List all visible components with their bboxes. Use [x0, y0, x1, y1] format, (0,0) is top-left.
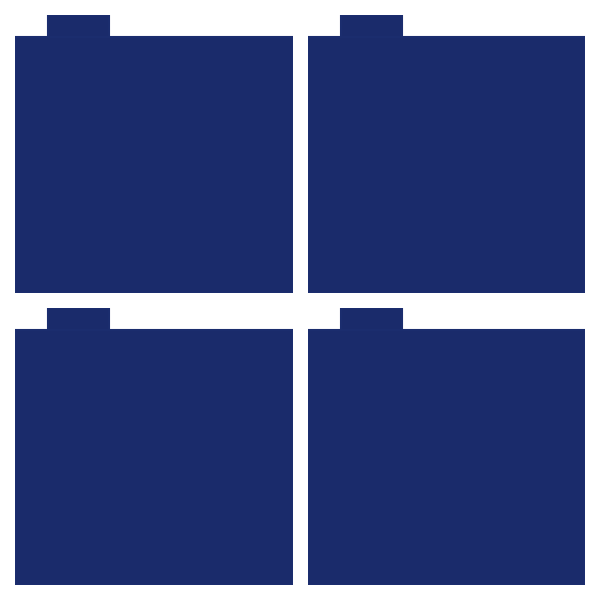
Bar	[48, 307, 109, 329]
Bar	[589, 65, 596, 287]
Bar	[4, 65, 11, 287]
Bar	[4, 358, 11, 580]
Bar	[296, 65, 304, 287]
Bar	[589, 358, 596, 580]
Bar	[341, 307, 402, 329]
Bar	[48, 15, 109, 37]
Bar	[296, 358, 304, 580]
Bar	[341, 15, 402, 37]
